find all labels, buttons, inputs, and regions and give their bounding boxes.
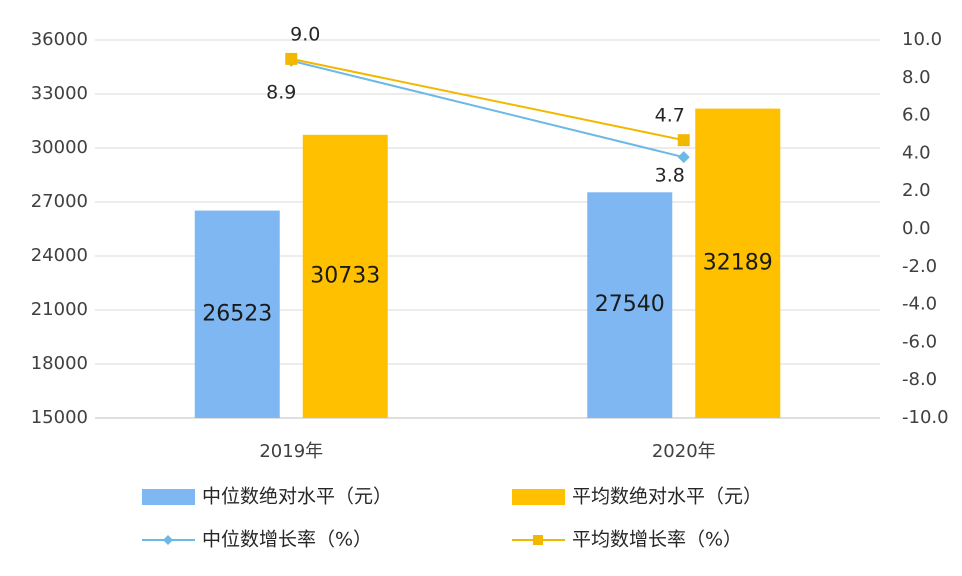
y2-tick-label: 8.0 — [902, 67, 931, 88]
y2-tick-label: -4.0 — [902, 294, 937, 315]
y2-tick-label: 4.0 — [902, 142, 931, 163]
y2-tick-label: -2.0 — [902, 256, 937, 277]
y-tick-label: 24000 — [31, 245, 88, 266]
y-tick-label: 18000 — [31, 353, 88, 374]
y2-tick-label: 6.0 — [902, 105, 931, 126]
y-tick-label: 30000 — [31, 137, 88, 158]
y-tick-label: 15000 — [31, 407, 88, 428]
line-marker — [677, 134, 690, 147]
bar — [194, 210, 280, 418]
y2-tick-label: -6.0 — [902, 331, 937, 352]
bar — [587, 192, 673, 418]
y2-tick-label: -8.0 — [902, 369, 937, 390]
line — [291, 57, 684, 142]
legend-label: 中位数增长率（%） — [202, 529, 372, 551]
legend-label: 中位数绝对水平（元） — [202, 486, 392, 508]
y2-tick-label: 0.0 — [902, 218, 931, 239]
line-marker — [285, 52, 298, 65]
line-value-label: 8.9 — [266, 81, 296, 103]
bar-value-label: 32189 — [703, 250, 773, 275]
legend-marker — [163, 535, 173, 545]
bar-value-label: 30733 — [310, 263, 380, 288]
y-tick-label: 36000 — [31, 29, 88, 50]
bar — [695, 108, 781, 419]
x-tick-label: 2020年 — [652, 441, 716, 462]
x-tick-label: 2019年 — [259, 441, 323, 462]
y2-tick-label: 2.0 — [902, 180, 931, 201]
legend-label: 平均数绝对水平（元） — [572, 486, 762, 508]
y2-tick-label: -10.0 — [902, 407, 949, 428]
line-value-label: 9.0 — [290, 23, 320, 45]
bar — [302, 134, 388, 418]
bar-value-label: 26523 — [202, 301, 272, 326]
bar-value-label: 27540 — [595, 292, 665, 317]
y2-tick-label: 10.0 — [902, 29, 942, 50]
y-tick-label: 21000 — [31, 299, 88, 320]
line-value-label: 3.8 — [655, 165, 685, 187]
legend-swatch — [512, 489, 565, 505]
line-marker — [677, 151, 690, 164]
y-tick-label: 33000 — [31, 83, 88, 104]
legend-label: 平均数增长率（%） — [572, 529, 742, 551]
line-value-label: 4.7 — [655, 105, 685, 127]
legend-marker — [533, 535, 543, 545]
line — [291, 59, 684, 159]
legend-swatch — [142, 489, 195, 505]
y-tick-label: 27000 — [31, 191, 88, 212]
